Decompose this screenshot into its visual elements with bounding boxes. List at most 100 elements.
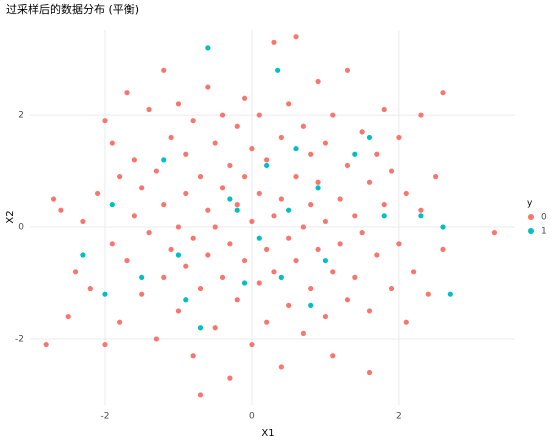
point [286,101,292,107]
point [388,285,395,292]
point [322,257,329,264]
point [153,168,159,174]
point [330,353,336,359]
point [249,146,255,152]
point [117,319,123,325]
point [366,369,373,376]
point [256,280,262,286]
point [205,84,211,90]
point [87,285,93,292]
point [190,118,196,124]
point [366,179,373,185]
point [256,235,262,241]
point [300,330,306,336]
point [264,162,270,169]
point [293,146,299,152]
point [293,174,299,180]
point [146,230,152,236]
point [330,269,336,275]
point [278,274,284,280]
point [264,246,270,253]
point [241,280,248,286]
point [440,90,446,96]
point [139,185,145,191]
point [271,39,277,45]
point [205,45,211,51]
point [403,319,409,325]
point [109,202,115,208]
point [308,202,314,208]
point [300,224,306,230]
point [241,95,248,101]
point [131,213,137,219]
point [139,291,145,297]
point [256,112,262,118]
point [388,168,395,174]
point [43,341,49,348]
point [315,78,321,85]
point [366,134,373,141]
point [234,202,240,208]
point [219,112,226,118]
point [308,285,314,292]
point [197,392,204,398]
point [131,157,137,163]
point [95,190,101,197]
legend-swatch [528,214,534,220]
point [315,179,321,185]
point [234,297,240,303]
point [315,246,321,253]
legend-label: 0 [541,213,547,223]
point [124,257,130,264]
point [264,319,270,325]
point [293,257,299,264]
point [102,341,108,348]
point [175,252,182,258]
point [396,241,402,247]
point [344,67,351,73]
point [146,106,152,113]
point [197,325,204,331]
point [286,207,292,213]
point [337,196,343,202]
point [234,123,240,129]
point [352,151,358,157]
point [381,213,387,219]
point [322,218,329,225]
point [153,336,159,342]
point [168,134,174,141]
grid: -2 0 2 -2 0 2 [15,30,515,422]
legend: y0 1 [527,199,547,237]
point [168,246,174,253]
point [447,291,453,297]
point [403,190,409,197]
point [65,313,71,320]
point [124,90,130,96]
point [80,252,86,258]
point [278,134,284,141]
point [175,308,182,314]
point [234,207,240,213]
legend-label: 1 [541,227,547,237]
point [374,252,380,258]
point [264,157,270,163]
point [381,202,387,208]
point [139,274,145,280]
point [50,196,57,202]
point [286,302,292,308]
point [396,134,402,141]
point [205,207,211,213]
point [337,241,343,247]
point [161,274,167,280]
point [293,34,299,40]
point [102,291,108,297]
points [43,34,498,398]
point [227,162,233,169]
point [183,263,189,269]
point [219,185,226,191]
y-tick-label: 0 [18,223,24,233]
point [352,274,358,280]
point [197,174,204,180]
x-tick-label: 0 [249,412,255,422]
